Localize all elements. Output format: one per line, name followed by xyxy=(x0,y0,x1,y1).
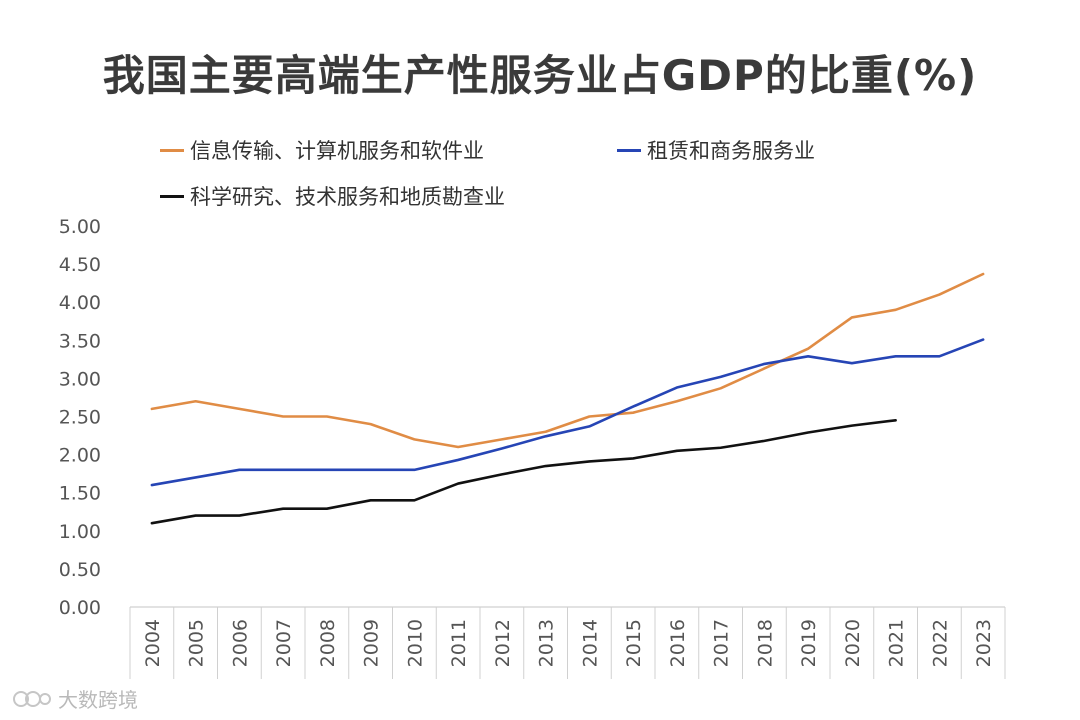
chart-title: 我国主要高端生产性服务业占GDP的比重(%) xyxy=(102,51,978,100)
legend-label: 信息传输、计算机服务和软件业 xyxy=(190,139,484,163)
watermark-logo-icon xyxy=(13,690,51,707)
y-tick-label: 2.00 xyxy=(59,445,101,467)
series-line-1 xyxy=(150,338,985,487)
x-tick-label: 2022 xyxy=(929,619,951,667)
series-line-2 xyxy=(150,419,897,525)
y-tick-label: 3.00 xyxy=(59,368,101,390)
x-tick-label: 2010 xyxy=(404,619,426,667)
x-tick-label: 2011 xyxy=(448,619,470,667)
x-tick-label: 2008 xyxy=(317,619,339,667)
x-tick-label: 2013 xyxy=(536,619,558,667)
y-tick-label: 4.00 xyxy=(59,292,101,314)
x-tick-label: 2005 xyxy=(186,619,208,667)
legend-swatch xyxy=(617,148,641,152)
x-tick-label: 2015 xyxy=(623,619,645,667)
legend-item-it-services: 信息传输、计算机服务和软件业 xyxy=(160,135,484,165)
legend-item-leasing-business: 租赁和商务服务业 xyxy=(617,135,815,165)
legend-label: 科学研究、技术服务和地质勘查业 xyxy=(190,185,505,209)
x-tick-label: 2012 xyxy=(492,619,514,667)
x-tick-label: 2004 xyxy=(142,619,164,667)
y-tick-label: 5.00 xyxy=(59,216,101,238)
x-tick-label: 2023 xyxy=(973,619,995,667)
x-tick-label: 2019 xyxy=(798,619,820,667)
watermark: 大数跨境 xyxy=(12,684,138,713)
x-tick-label: 2014 xyxy=(579,619,601,667)
x-tick-label: 2006 xyxy=(229,619,251,667)
y-tick-label: 2.50 xyxy=(59,407,101,429)
legend-label: 租赁和商务服务业 xyxy=(647,139,815,163)
x-tick-label: 2007 xyxy=(273,619,295,667)
x-tick-label: 2018 xyxy=(754,619,776,667)
series-line-0 xyxy=(150,272,985,449)
watermark-text: 大数跨境 xyxy=(58,688,138,712)
legend-item-research-tech: 科学研究、技术服务和地质勘查业 xyxy=(160,181,505,211)
x-tick-label: 2021 xyxy=(886,619,908,667)
x-tick-label: 2009 xyxy=(361,619,383,667)
y-tick-label: 4.50 xyxy=(59,254,101,276)
y-tick-label: 3.50 xyxy=(59,330,101,352)
y-tick-label: 0.50 xyxy=(59,559,101,581)
x-tick-label: 2017 xyxy=(711,619,733,667)
legend-swatch xyxy=(160,194,184,198)
y-tick-label: 1.50 xyxy=(59,483,101,505)
legend-swatch xyxy=(160,148,184,152)
x-tick-label: 2020 xyxy=(842,619,864,667)
y-tick-label: 1.00 xyxy=(59,521,101,543)
y-tick-label: 0.00 xyxy=(59,597,101,619)
x-tick-label: 2016 xyxy=(667,619,689,667)
